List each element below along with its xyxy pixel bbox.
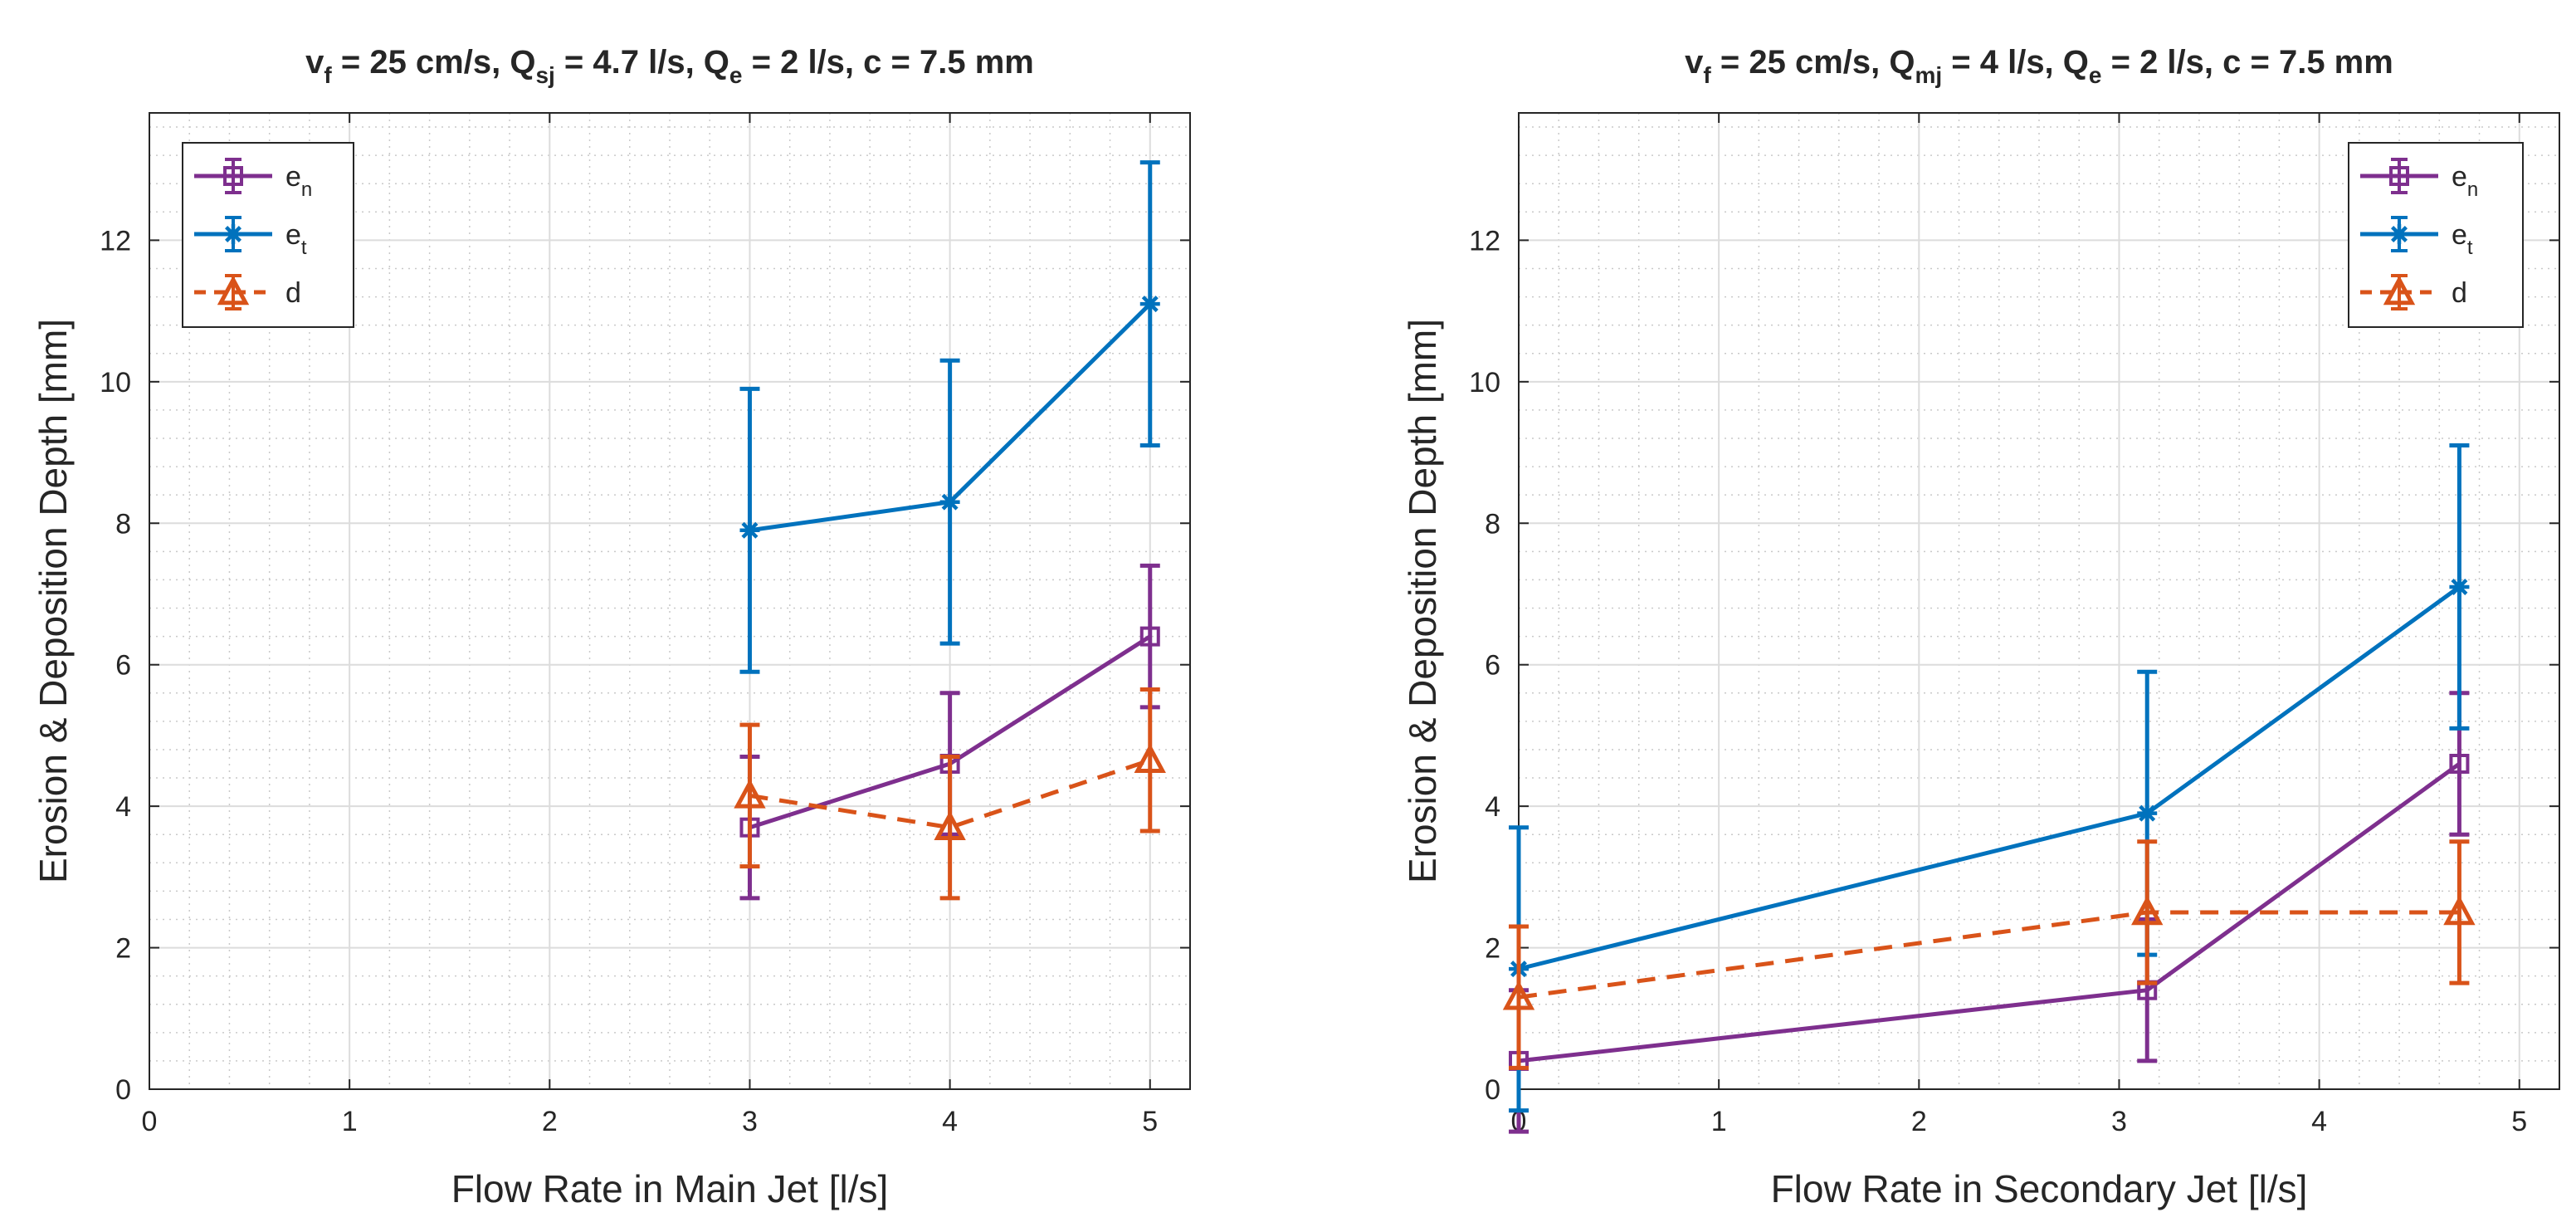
data-point-e-t bbox=[939, 491, 960, 512]
title-text: = 25 cm/s, Q bbox=[332, 44, 536, 81]
title-subscript: f bbox=[324, 62, 332, 88]
x-tick-label: 3 bbox=[742, 1106, 758, 1137]
series-e-t bbox=[739, 160, 1160, 674]
legend-label-text: e bbox=[285, 161, 301, 193]
legend-marker-e-n bbox=[223, 166, 243, 186]
title-subscript: mj bbox=[1915, 62, 1942, 88]
legend-label-d: d bbox=[2452, 277, 2467, 309]
data-point-e-t bbox=[1139, 294, 1160, 315]
y-tick-label: 10 bbox=[1469, 367, 1500, 398]
axes-box bbox=[1518, 112, 2560, 1090]
y-tick-label: 8 bbox=[1485, 508, 1500, 540]
y-tick-label: 4 bbox=[1485, 791, 1500, 823]
title-subscript: sj bbox=[535, 62, 554, 88]
title-subscript: e bbox=[729, 62, 743, 88]
data-point-d bbox=[1134, 743, 1166, 773]
x-tick-label: 2 bbox=[1911, 1106, 1927, 1137]
legend-label-subscript: n bbox=[2467, 178, 2478, 201]
y-tick-label: 10 bbox=[100, 367, 131, 398]
data-point-d bbox=[934, 810, 966, 840]
y-tick-label: 2 bbox=[1485, 933, 1500, 965]
y-tick-label: 4 bbox=[115, 791, 131, 823]
legend-label-subscript: n bbox=[301, 178, 312, 201]
title-subscript: e bbox=[2089, 62, 2102, 88]
series-group bbox=[1502, 443, 2476, 1134]
x-tick-label: 4 bbox=[942, 1106, 958, 1137]
series-line-d bbox=[749, 758, 1151, 830]
y-tick-label: 2 bbox=[115, 933, 131, 965]
series-group bbox=[734, 160, 1166, 901]
legend-label-text: d bbox=[2452, 277, 2467, 309]
x-axis-label: Flow Rate in Main Jet [l/s] bbox=[451, 1167, 889, 1210]
title-text: = 2 l/s, c = 7.5 mm bbox=[743, 44, 1034, 81]
legend-label-subscript: t bbox=[2467, 237, 2473, 259]
title-text: = 2 l/s, c = 7.5 mm bbox=[2101, 44, 2393, 81]
legend-label-text: d bbox=[285, 277, 301, 309]
title-text: v bbox=[305, 44, 324, 81]
legend-marker-d bbox=[217, 275, 250, 306]
legend-label-subscript: t bbox=[301, 237, 307, 259]
legend-marker-e-t bbox=[2389, 224, 2409, 244]
chart-title: vf = 25 cm/s, Qmj = 4 l/s, Qe = 2 l/s, c… bbox=[1685, 44, 2393, 88]
data-point-e-n bbox=[1139, 626, 1160, 647]
y-axis-label: Erosion & Deposition Depth [mm] bbox=[32, 319, 75, 883]
axes-box bbox=[149, 112, 1191, 1090]
y-tick-label: 0 bbox=[1485, 1074, 1500, 1106]
x-tick-label: 5 bbox=[2511, 1106, 2527, 1137]
data-point-e-n bbox=[2449, 754, 2470, 774]
legend-label-text: e bbox=[285, 219, 301, 251]
legend-label-text: e bbox=[2452, 219, 2467, 251]
series-d bbox=[734, 687, 1166, 901]
y-tick-label: 6 bbox=[1485, 650, 1500, 682]
title-text: v bbox=[1685, 44, 1704, 81]
legend-label-d: d bbox=[285, 277, 301, 309]
y-tick-label: 12 bbox=[100, 225, 131, 257]
title-text: = 25 cm/s, Q bbox=[1711, 44, 1915, 81]
legend-label-e-n: en bbox=[285, 161, 312, 201]
chart-title: vf = 25 cm/s, Qsj = 4.7 l/s, Qe = 2 l/s,… bbox=[305, 44, 1034, 88]
x-tick-label: 0 bbox=[142, 1106, 158, 1137]
y-axis-label: Erosion & Deposition Depth [mm] bbox=[1401, 319, 1444, 883]
x-tick-label: 4 bbox=[2311, 1106, 2327, 1137]
data-point-d bbox=[1502, 980, 1535, 1010]
series-d bbox=[1502, 839, 2476, 1070]
data-point-d bbox=[2443, 895, 2476, 926]
title-text: = 4 l/s, Q bbox=[1942, 44, 2089, 81]
x-axis-label: Flow Rate in Secondary Jet [l/s] bbox=[1771, 1167, 2308, 1210]
minor-grid bbox=[1519, 113, 2560, 1089]
y-tick-label: 6 bbox=[115, 650, 131, 682]
title-subscript: f bbox=[1703, 62, 1711, 88]
data-point-e-t bbox=[2137, 803, 2158, 824]
legend-label-e-t: et bbox=[2452, 219, 2473, 259]
legend-marker-e-t bbox=[223, 224, 243, 244]
x-tick-label: 2 bbox=[542, 1106, 558, 1137]
legend-marker-d bbox=[2383, 275, 2416, 306]
legend-marker-e-n bbox=[2389, 166, 2409, 186]
x-tick-label: 3 bbox=[2111, 1106, 2127, 1137]
y-tick-label: 8 bbox=[115, 508, 131, 540]
data-point-d bbox=[2131, 895, 2164, 926]
x-tick-label: 1 bbox=[342, 1106, 358, 1137]
data-point-e-t bbox=[739, 520, 760, 540]
legend-label-e-n: en bbox=[2452, 161, 2478, 201]
data-point-d bbox=[734, 779, 766, 809]
legend-label-text: e bbox=[2452, 161, 2467, 193]
y-tick-label: 12 bbox=[1469, 225, 1500, 257]
title-text: = 4.7 l/s, Q bbox=[555, 44, 729, 81]
x-tick-label: 1 bbox=[1711, 1106, 1727, 1137]
data-point-e-t bbox=[2449, 576, 2470, 597]
y-tick-label: 0 bbox=[115, 1074, 131, 1106]
legend-label-e-t: et bbox=[285, 219, 307, 259]
x-tick-label: 5 bbox=[1142, 1106, 1158, 1137]
